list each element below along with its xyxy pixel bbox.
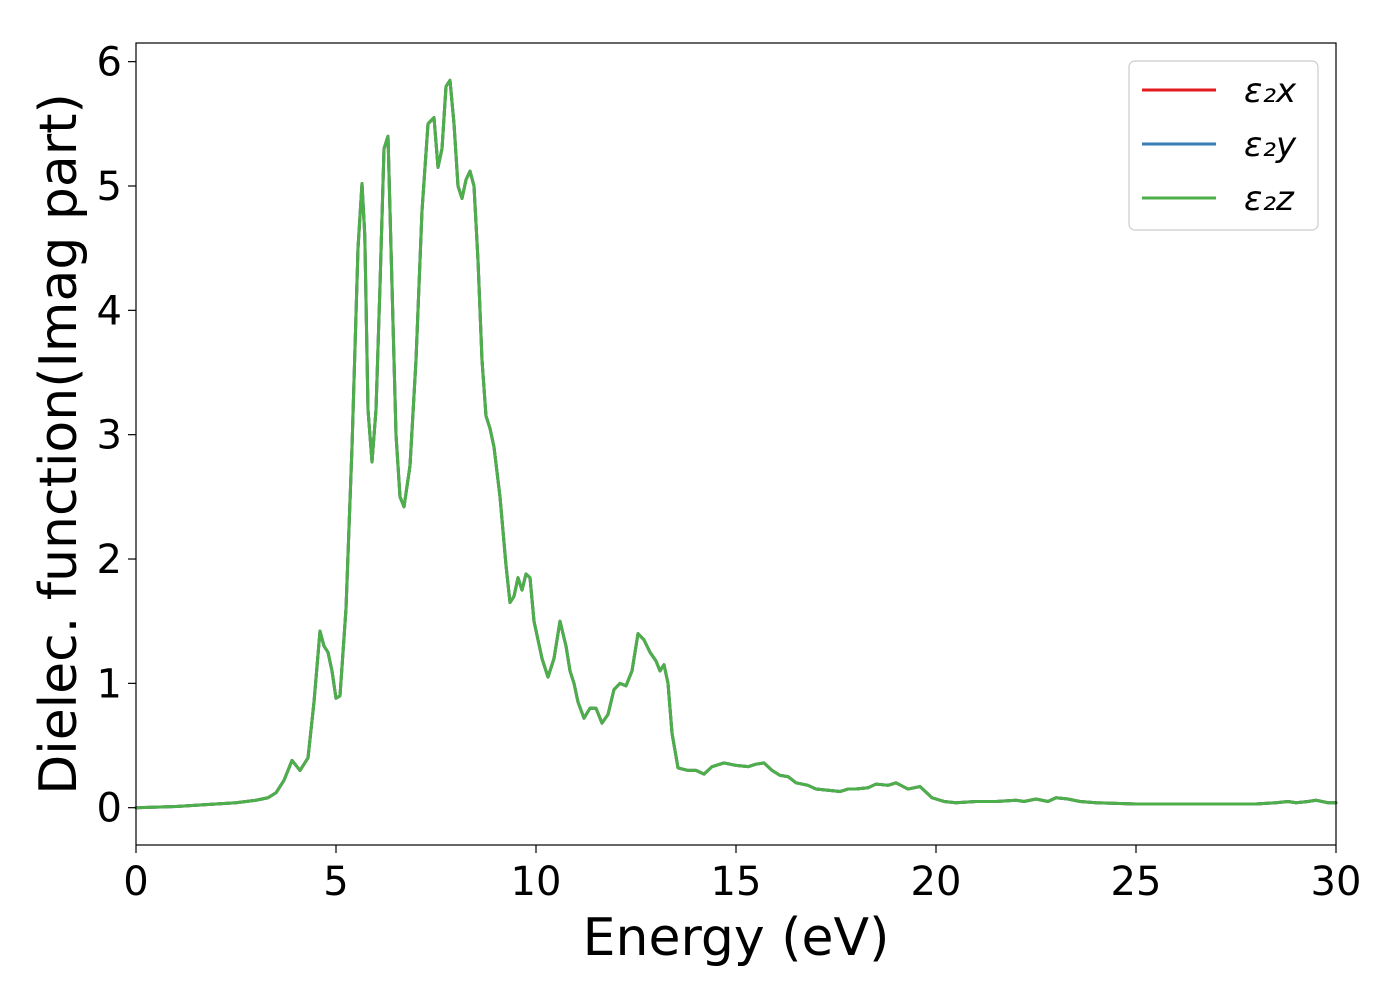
y-tick-label: 1 — [97, 661, 122, 707]
y-tick-label: 3 — [97, 413, 122, 459]
x-tick-label: 20 — [911, 859, 962, 905]
x-tick-label: 10 — [511, 859, 562, 905]
plot-area — [134, 78, 1338, 810]
y-tick-label: 4 — [97, 288, 122, 334]
x-tick-label: 5 — [323, 859, 348, 905]
x-tick-label: 25 — [1111, 859, 1162, 905]
y-tick-label: 5 — [97, 164, 122, 210]
x-tick-label: 0 — [123, 859, 148, 905]
x-tick-label: 15 — [711, 859, 762, 905]
x-tick-label: 30 — [1311, 859, 1362, 905]
y-tick-label: 0 — [97, 786, 122, 832]
legend-box — [1128, 60, 1319, 231]
x-axis-label: Energy (eV) — [583, 908, 890, 968]
y-tick-label: 6 — [97, 40, 122, 86]
legend-label-2: ε₂y — [1244, 125, 1297, 165]
y-axis: 0 1 2 3 4 5 6 — [97, 40, 136, 832]
series-line-3 — [134, 78, 1338, 810]
legend: ε₂x ε₂y ε₂z — [1128, 60, 1319, 231]
x-axis: 0 5 10 15 20 25 30 — [123, 845, 1361, 905]
legend-label-3: ε₂z — [1244, 179, 1295, 219]
y-axis-label: Dielec. function(Imag part) — [29, 93, 89, 795]
legend-label-1: ε₂x — [1244, 71, 1297, 111]
y-tick-label: 2 — [97, 537, 122, 583]
